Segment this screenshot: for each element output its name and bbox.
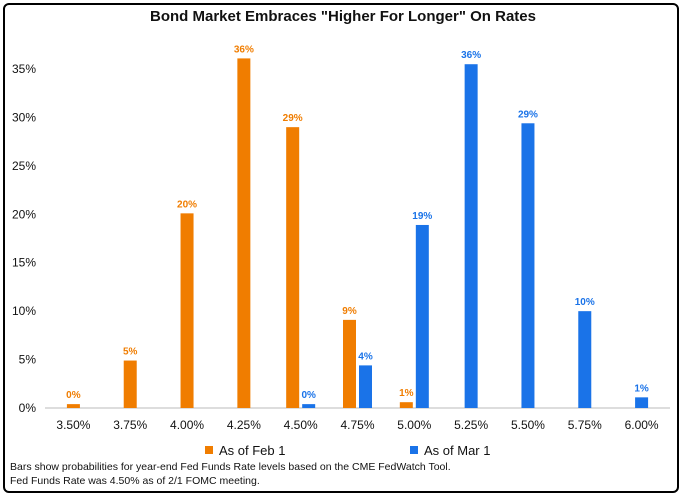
chart-title: Bond Market Embraces "Higher For Longer"… [150, 8, 536, 25]
x-tick-label: 4.25% [227, 418, 261, 432]
data-label: 4% [358, 351, 373, 362]
x-tick-label: 4.00% [170, 418, 204, 432]
data-label: 10% [575, 297, 595, 308]
y-tick-label: 20% [12, 207, 36, 221]
bar-feb [66, 404, 80, 408]
x-tick-label: 3.75% [113, 418, 147, 432]
legend-swatch [205, 446, 213, 454]
bar-feb [343, 319, 356, 408]
x-tick-label: 6.00% [625, 418, 659, 432]
legend-label: As of Mar 1 [424, 443, 490, 458]
data-label: 9% [342, 306, 357, 317]
chart-frame [3, 3, 679, 493]
data-label: 1% [634, 383, 649, 394]
y-tick-label: 35% [12, 62, 36, 76]
x-tick-label: 5.25% [454, 418, 488, 432]
bar-mar [635, 397, 649, 408]
bar-mar [464, 64, 478, 409]
data-label: 36% [461, 50, 481, 61]
x-tick-label: 4.75% [340, 418, 374, 432]
bar-mar [302, 404, 316, 408]
data-label: 29% [518, 109, 538, 120]
bar-mar [359, 365, 372, 408]
data-label: 19% [412, 211, 432, 222]
bar-feb [123, 360, 137, 408]
footnote-line-2: Fed Funds Rate was 4.50% as of 2/1 FOMC … [10, 475, 260, 487]
y-tick-label: 10% [12, 304, 36, 318]
y-tick-label: 30% [12, 110, 36, 124]
bar-feb [399, 402, 413, 408]
legend-label: As of Feb 1 [219, 443, 285, 458]
legend-swatch [410, 446, 418, 454]
data-label: 29% [283, 113, 303, 124]
x-tick-label: 4.50% [284, 418, 318, 432]
bar-feb [286, 127, 300, 408]
x-tick-label: 5.50% [511, 418, 545, 432]
data-label: 20% [177, 199, 197, 210]
bar-feb [237, 58, 251, 409]
bar-mar [578, 311, 592, 408]
y-tick-label: 25% [12, 159, 36, 173]
bar-mar [415, 224, 429, 408]
y-tick-label: 0% [19, 401, 37, 415]
x-tick-label: 3.50% [56, 418, 90, 432]
x-tick-label: 5.00% [397, 418, 431, 432]
bar-feb [180, 213, 194, 408]
footnote-line-1: Bars show probabilities for year-end Fed… [10, 461, 451, 473]
data-label: 36% [234, 44, 254, 55]
data-label: 0% [66, 390, 81, 401]
y-tick-label: 15% [12, 256, 36, 270]
data-label: 5% [123, 347, 138, 358]
bar-mar [521, 123, 535, 408]
y-tick-label: 5% [19, 353, 37, 367]
data-label: 0% [301, 390, 316, 401]
chart-footnote: Bars show probabilities for year-end Fed… [10, 460, 451, 488]
x-tick-label: 5.75% [568, 418, 602, 432]
data-label: 1% [399, 388, 414, 399]
